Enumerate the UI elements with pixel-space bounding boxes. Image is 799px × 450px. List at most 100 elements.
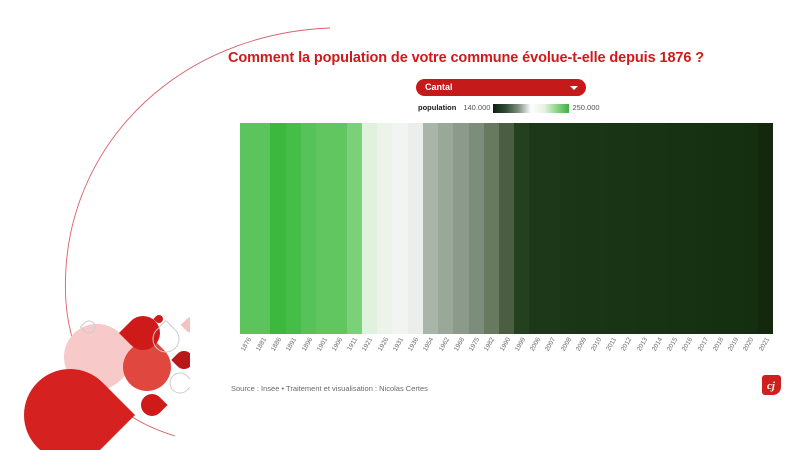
x-axis-tick-label: 1999 xyxy=(513,336,528,353)
drop-tiny-red-right xyxy=(171,351,190,369)
chart-bar[interactable] xyxy=(620,123,637,334)
chart-bar[interactable] xyxy=(575,123,591,334)
chart-bar[interactable] xyxy=(757,123,774,334)
x-axis-tick: 1881 xyxy=(255,334,270,376)
x-axis-tick-label: 2009 xyxy=(574,336,588,353)
x-axis-tick: 2010 xyxy=(590,334,605,376)
x-axis-tick-label: 1901 xyxy=(315,336,329,353)
chart-bar[interactable] xyxy=(422,123,439,334)
x-axis-tick-label: 2021 xyxy=(757,336,771,353)
x-axis-tick-label: 2013 xyxy=(635,336,649,353)
chart-bar[interactable] xyxy=(636,123,652,334)
x-axis-tick-label: 2018 xyxy=(711,336,726,353)
source-note: Source : Insee • Traitement et visualisa… xyxy=(231,384,428,393)
x-axis-tick: 1901 xyxy=(316,334,331,376)
chart-bar[interactable] xyxy=(438,123,454,334)
x-axis-tick: 1936 xyxy=(407,334,423,376)
drop-dot-red-top xyxy=(153,315,163,323)
chart-bar[interactable] xyxy=(316,123,332,334)
x-axis-tick-label: 1982 xyxy=(483,336,497,353)
x-axis-tick-label: 1906 xyxy=(330,336,345,353)
x-axis-tick-label: 1931 xyxy=(391,336,406,353)
chart-bar[interactable] xyxy=(514,123,530,334)
chart-bar[interactable] xyxy=(590,123,606,334)
x-axis-tick: 2007 xyxy=(544,334,560,376)
chart-bar[interactable] xyxy=(453,123,469,334)
chart-bar[interactable] xyxy=(407,123,423,334)
chart-bar[interactable] xyxy=(529,123,545,334)
drop-medium-red xyxy=(123,333,171,391)
x-axis-tick: 2017 xyxy=(697,334,712,376)
x-axis-tick-label: 1876 xyxy=(239,336,253,353)
svg-text:cj: cj xyxy=(767,380,776,392)
x-axis-tick-label: 2014 xyxy=(650,336,665,353)
x-axis-tick-label: 1975 xyxy=(468,336,482,353)
x-axis-tick: 2009 xyxy=(575,334,590,376)
x-axis-tick: 2020 xyxy=(742,334,758,376)
chart-bar[interactable] xyxy=(300,123,317,334)
chart-bar[interactable] xyxy=(285,123,301,334)
chart-bar[interactable] xyxy=(468,123,484,334)
chart-bar[interactable] xyxy=(544,123,560,334)
x-axis-tick-label: 2016 xyxy=(681,336,695,353)
x-axis-tick: 1911 xyxy=(346,334,362,376)
x-axis-tick: 2015 xyxy=(666,334,682,376)
x-axis-tick: 2013 xyxy=(636,334,651,376)
chart-bar[interactable] xyxy=(498,123,515,334)
chart-bar[interactable] xyxy=(240,123,256,334)
chart-bar[interactable] xyxy=(605,123,621,334)
x-axis-tick: 2014 xyxy=(651,334,666,376)
x-axis-tick-label: 1886 xyxy=(269,336,284,353)
chart-bar[interactable] xyxy=(255,123,271,334)
chevron-down-icon xyxy=(570,85,578,90)
chart-bar[interactable] xyxy=(712,123,728,334)
x-axis-tick-label: 2017 xyxy=(696,336,710,353)
chart-bar[interactable] xyxy=(392,123,408,334)
drop-outline-small xyxy=(79,320,96,334)
x-axis-tick-label: 2020 xyxy=(742,336,756,353)
x-axis-tick-label: 1911 xyxy=(346,336,360,353)
x-axis-tick: 1962 xyxy=(438,334,453,376)
chart-bar[interactable] xyxy=(697,123,713,334)
chart-plot-area xyxy=(240,123,774,334)
publisher-logo[interactable]: cj xyxy=(760,374,782,396)
x-axis-tick-label: 1954 xyxy=(422,336,436,353)
chart-bar[interactable] xyxy=(483,123,499,334)
x-axis-tick: 1931 xyxy=(392,334,407,376)
chart-bar[interactable] xyxy=(666,123,682,334)
chart-bar[interactable] xyxy=(270,123,286,334)
x-axis-tick: 2011 xyxy=(605,334,621,376)
x-axis-tick: 1906 xyxy=(331,334,346,376)
x-axis-tick-label: 2007 xyxy=(544,336,558,353)
chart-bar[interactable] xyxy=(727,123,743,334)
chart-x-axis: 1876 1881 1886 1891 1896 1901 1906 1911 1921 1926… xyxy=(240,334,773,376)
x-axis-tick-label: 1968 xyxy=(452,336,467,353)
commune-selector-value: Cantal xyxy=(425,82,453,92)
x-axis-tick-label: 1891 xyxy=(285,336,299,353)
x-axis-tick: 1999 xyxy=(514,334,529,376)
chart-bar[interactable] xyxy=(681,123,698,334)
commune-selector[interactable]: Cantal xyxy=(416,79,586,96)
x-axis-tick: 1990 xyxy=(498,334,514,376)
drop-outline-medium xyxy=(152,319,180,353)
x-axis-tick-label: 2011 xyxy=(605,336,619,353)
chart-bar[interactable] xyxy=(331,123,347,334)
legend-max-label: 250.000 xyxy=(572,103,600,113)
x-axis-tick-label: 2019 xyxy=(727,336,741,353)
x-axis-tick-label: 2012 xyxy=(620,336,634,353)
x-axis-tick: 2018 xyxy=(712,334,727,376)
chart-bar[interactable] xyxy=(559,123,576,334)
page-title: Comment la population de votre commune é… xyxy=(228,50,705,66)
chart-bar[interactable] xyxy=(742,123,758,334)
x-axis-tick: 1954 xyxy=(422,334,438,376)
color-legend: population 140.000 250.000 xyxy=(418,103,600,113)
chart-bar[interactable] xyxy=(361,123,378,334)
x-axis-tick-label: 1881 xyxy=(254,336,269,353)
chart-bar[interactable] xyxy=(651,123,667,334)
legend-gradient-bar xyxy=(493,103,570,113)
x-axis-tick: 2008 xyxy=(559,334,575,376)
chart-bar[interactable] xyxy=(346,123,362,334)
chart-bar[interactable] xyxy=(377,123,393,334)
decorative-droplet-cluster xyxy=(24,315,190,450)
